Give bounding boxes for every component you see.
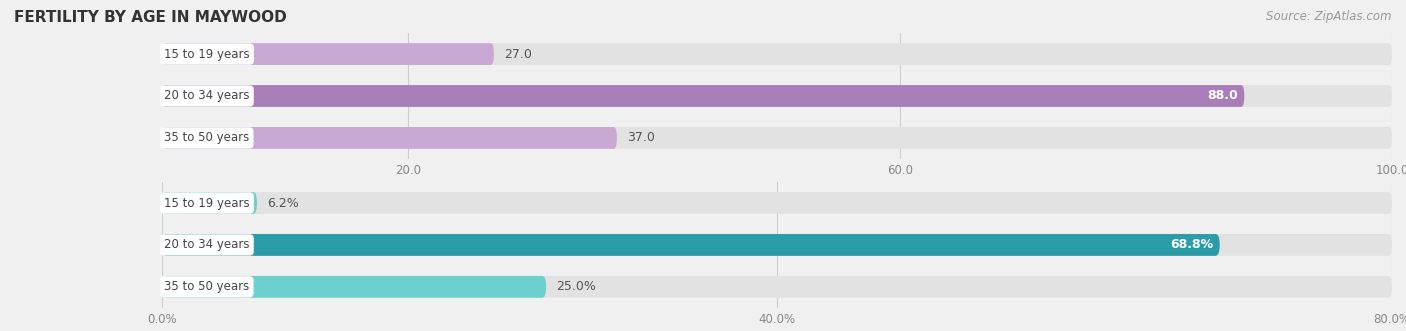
FancyBboxPatch shape xyxy=(162,276,546,298)
Text: 35 to 50 years: 35 to 50 years xyxy=(165,131,249,144)
Text: 6.2%: 6.2% xyxy=(267,197,298,210)
FancyBboxPatch shape xyxy=(162,43,1392,65)
Text: 25.0%: 25.0% xyxy=(555,280,596,293)
FancyBboxPatch shape xyxy=(162,127,1392,149)
FancyBboxPatch shape xyxy=(162,276,1392,298)
FancyBboxPatch shape xyxy=(162,85,1392,107)
FancyBboxPatch shape xyxy=(162,85,1244,107)
Text: FERTILITY BY AGE IN MAYWOOD: FERTILITY BY AGE IN MAYWOOD xyxy=(14,10,287,25)
Text: 20 to 34 years: 20 to 34 years xyxy=(165,238,250,252)
Text: Source: ZipAtlas.com: Source: ZipAtlas.com xyxy=(1267,10,1392,23)
Text: 20 to 34 years: 20 to 34 years xyxy=(165,89,250,103)
FancyBboxPatch shape xyxy=(162,234,1220,256)
Text: 27.0: 27.0 xyxy=(503,48,531,61)
Text: 37.0: 37.0 xyxy=(627,131,655,144)
Text: 35 to 50 years: 35 to 50 years xyxy=(165,280,249,293)
Text: 15 to 19 years: 15 to 19 years xyxy=(165,48,250,61)
FancyBboxPatch shape xyxy=(162,192,1392,214)
Text: 15 to 19 years: 15 to 19 years xyxy=(165,197,250,210)
FancyBboxPatch shape xyxy=(162,234,1392,256)
Text: 68.8%: 68.8% xyxy=(1170,238,1213,252)
FancyBboxPatch shape xyxy=(162,43,494,65)
FancyBboxPatch shape xyxy=(162,192,257,214)
Text: 88.0: 88.0 xyxy=(1208,89,1239,103)
FancyBboxPatch shape xyxy=(162,127,617,149)
